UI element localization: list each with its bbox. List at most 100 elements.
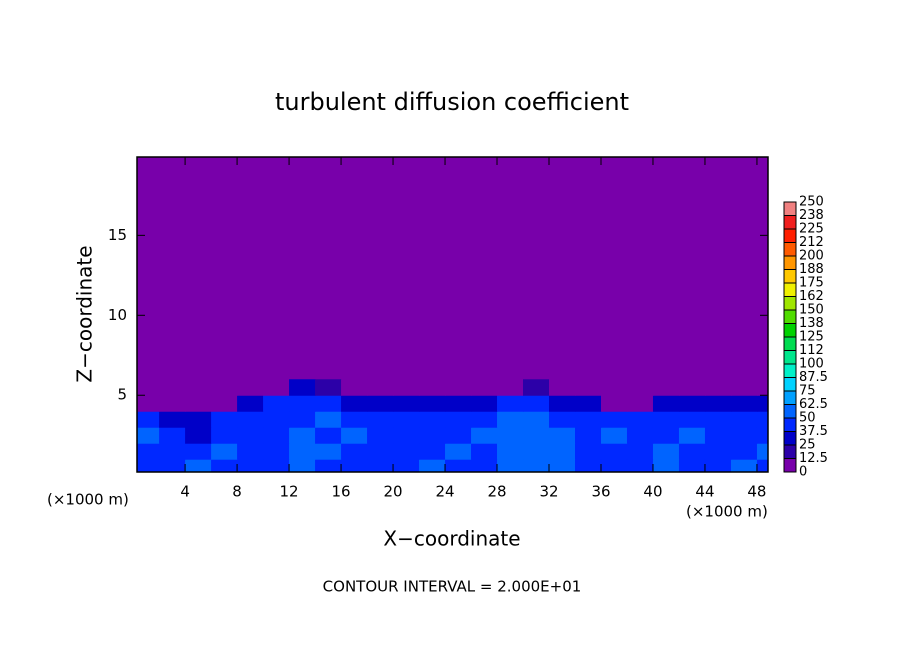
field-cell [626,443,654,460]
field-cell [730,379,758,396]
field-cell [185,379,212,396]
field-cell [652,411,680,428]
field-cell [237,411,264,428]
field-cell [263,459,290,472]
field-cell [445,395,472,412]
field-cell [185,459,212,472]
x-tick-label: 36 [591,483,610,501]
colorbar-segment [784,418,796,432]
y-tick-label: 5 [117,386,127,404]
field-cell [341,411,368,428]
colorbar-label: 162 [799,289,824,304]
field-cell [367,459,394,472]
field-cell [497,443,524,460]
field-cell [289,443,316,460]
field-cell [523,443,550,460]
x-tick-label: 48 [747,483,766,501]
field-cell [159,379,186,396]
colorbar-segment [784,242,796,256]
x-tick-label: 4 [180,483,190,501]
field-cell [730,411,758,428]
colorbar-label: 150 [799,303,824,318]
colorbar-label: 37.5 [799,424,828,439]
field-cell [341,427,368,444]
field-cell [289,411,316,428]
field-cell [756,443,768,460]
field-cell [419,427,446,444]
colorbar-label: 250 [799,195,824,210]
colorbar-label: 200 [799,249,824,264]
field-cell [497,379,524,396]
field-cell [704,379,732,396]
x-tick-label: 28 [487,483,506,501]
colorbar-segment [784,337,796,351]
field-cell [341,459,368,472]
field-cell [315,443,342,460]
field-cell [523,459,550,472]
field-cell [393,379,420,396]
colorbar-segment [784,296,796,310]
field-cell [137,379,160,396]
field-cell [600,459,628,472]
field-cell [159,459,186,472]
colorbar-label: 238 [799,208,824,223]
field-cell [211,411,238,428]
field-cell [471,411,498,428]
field-cell [237,427,264,444]
x-tick-label: 32 [539,483,558,501]
field-cell [419,459,446,472]
colorbar-segment [784,256,796,270]
field-cell [185,443,212,460]
field-cell [471,443,498,460]
field-cell [159,443,186,460]
field-cell [393,459,420,472]
field-cell [185,411,212,428]
field-cell [315,411,342,428]
field-cell [523,395,550,412]
field-cell [419,395,446,412]
field-cell [574,395,602,412]
field-cell [419,379,446,396]
field-cell [315,379,342,396]
field-cell [185,395,212,412]
field-cell [678,427,706,444]
field-cell [315,459,342,472]
field-cell [523,427,550,444]
field-cell [263,411,290,428]
field-cell [445,379,472,396]
field-cell [393,395,420,412]
field-cell [367,395,394,412]
field-cell [289,459,316,472]
colorbar-segment [784,229,796,243]
field-cell [263,395,290,412]
colorbar-label: 175 [799,276,824,291]
field-cell [652,443,680,460]
plot-area [137,157,768,472]
field-cell [137,427,160,444]
field-cell [756,379,768,396]
colorbar-segment [784,458,796,472]
field-cell [367,379,394,396]
colorbar-label: 62.5 [799,397,828,412]
field-cell [756,395,768,412]
y-axis-label: Z−coordinate [73,245,97,382]
field-cell [315,427,342,444]
field-cell [756,411,768,428]
field-cell [497,427,524,444]
x-tick-label: 8 [232,483,242,501]
field-cell [137,443,160,460]
chart-title: turbulent diffusion coefficient [275,88,629,116]
field-cell [289,395,316,412]
colorbar-segment [784,202,796,216]
field-cell [626,427,654,444]
field-cell [471,427,498,444]
field-cell [678,411,706,428]
field-cell [730,443,758,460]
plot-frame [136,156,769,473]
field-cell [626,395,654,412]
field-cell [289,427,316,444]
colorbar-segment [784,445,796,459]
field-cell [574,379,602,396]
